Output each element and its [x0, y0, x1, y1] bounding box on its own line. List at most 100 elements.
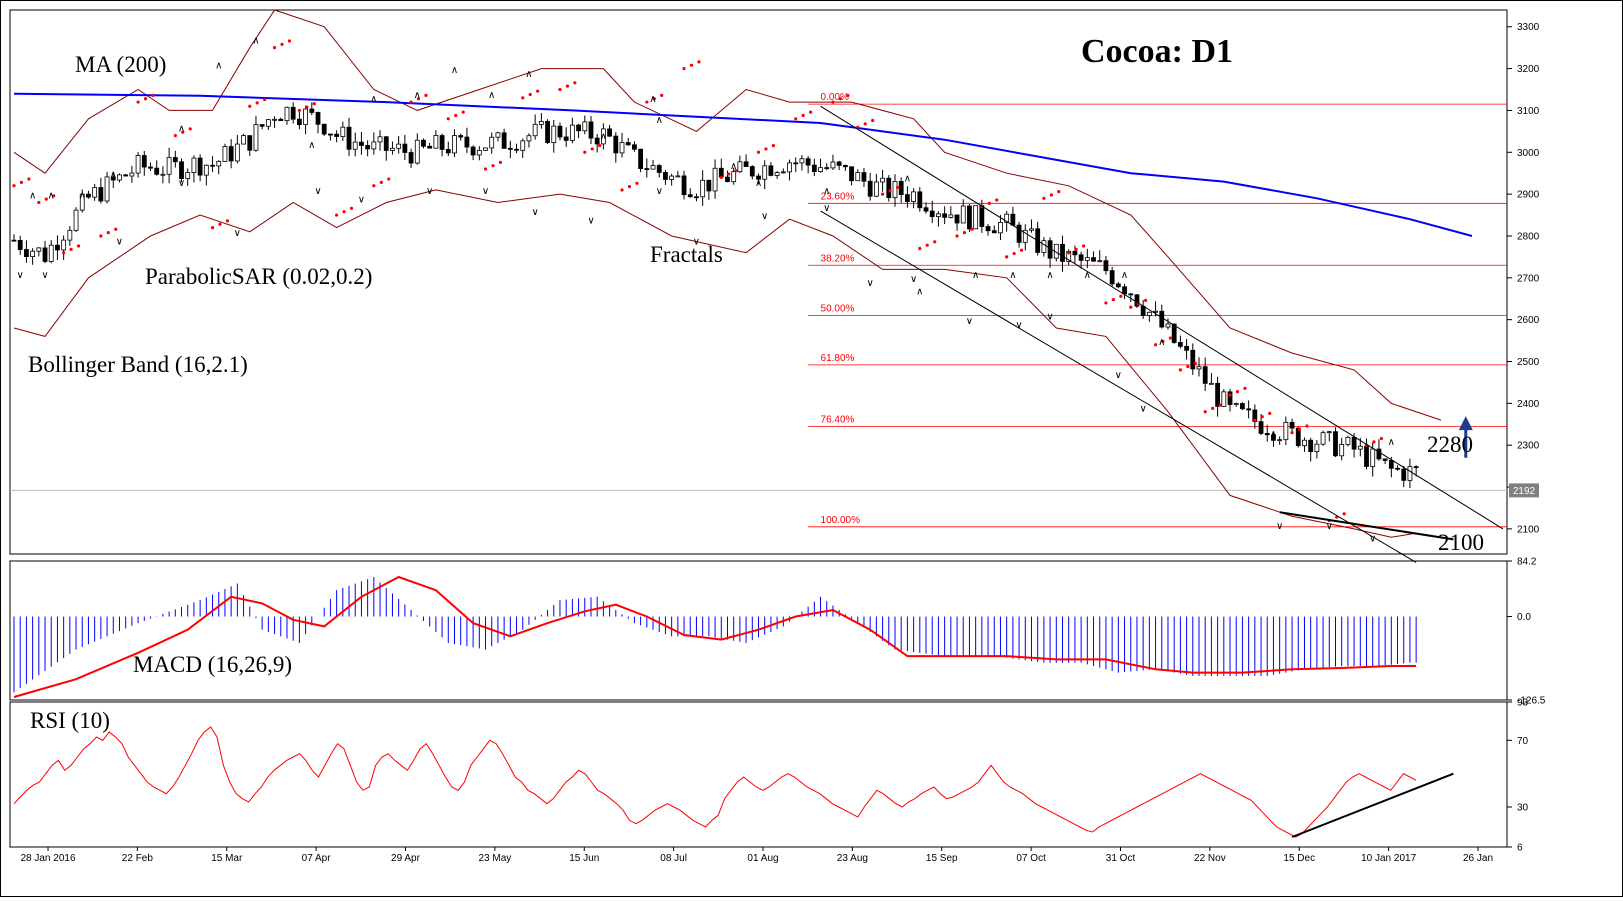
- candle-body: [1084, 257, 1090, 261]
- rsi-y-tick-label: 6: [1517, 843, 1523, 854]
- candle-body: [613, 135, 619, 154]
- candle-body: [439, 135, 445, 150]
- candle-body: [216, 161, 222, 167]
- candle-body: [117, 174, 122, 181]
- candle-body: [17, 239, 23, 250]
- candle-body: [110, 176, 116, 181]
- candle-body: [557, 125, 563, 138]
- fractal-down-mark: ∨: [587, 215, 594, 226]
- sar-dot: [372, 184, 376, 188]
- candle-body: [973, 205, 979, 230]
- sar-dot: [1203, 410, 1207, 414]
- fractal-up-mark: ∧: [488, 90, 495, 101]
- sar-dot: [416, 97, 421, 101]
- sar-dot: [225, 219, 230, 223]
- candle-body: [600, 128, 606, 145]
- sar-dot: [801, 113, 805, 118]
- sar-dot: [76, 244, 81, 248]
- candle-body: [793, 162, 799, 165]
- sar-dot: [1186, 364, 1190, 369]
- sar-dot: [136, 100, 140, 104]
- candle-body: [936, 213, 941, 218]
- candle-body: [762, 165, 768, 180]
- fractal-down-mark: ∨: [966, 316, 973, 327]
- price-y-tick-label: 2100: [1517, 524, 1540, 535]
- candle-body: [179, 161, 184, 180]
- candle-body: [352, 141, 358, 150]
- sar-dot: [248, 104, 252, 108]
- fractal-down-mark: ∨: [314, 186, 321, 197]
- candle-body: [731, 171, 737, 183]
- candle-body: [1159, 310, 1165, 328]
- sar-dot: [99, 234, 103, 238]
- candle-body: [228, 146, 234, 162]
- sar-dot: [1074, 247, 1078, 251]
- candle-body: [303, 108, 308, 125]
- sar-dot: [521, 96, 525, 100]
- sar-dot: [838, 97, 842, 101]
- candle-body: [197, 157, 203, 176]
- candle-body: [663, 172, 668, 180]
- rsi-trend-line: [1291, 772, 1454, 838]
- candle-body: [1333, 431, 1338, 457]
- sar-dot: [987, 201, 991, 205]
- sar-dot: [846, 93, 850, 97]
- candle-body: [104, 176, 110, 202]
- fractal-up-mark: ∧: [525, 69, 532, 80]
- candle-body: [278, 118, 284, 121]
- candle-body: [1209, 382, 1214, 385]
- sar-dot: [871, 118, 875, 123]
- candle-body: [377, 136, 383, 143]
- fib-label: 76.40%: [821, 414, 855, 425]
- annotation-label: 2280: [1427, 432, 1473, 457]
- sar-dot: [645, 100, 649, 104]
- x-tick-label: 07 Apr: [302, 853, 332, 864]
- candle-body: [148, 166, 153, 169]
- sar-dot: [925, 243, 929, 247]
- candle-body: [1078, 254, 1084, 261]
- candle-body: [1233, 403, 1239, 405]
- candle-body: [408, 152, 414, 164]
- candle-body: [1314, 443, 1320, 452]
- candle-body: [1277, 439, 1283, 442]
- price-y-tick-label: 2900: [1517, 190, 1540, 201]
- candle-body: [390, 147, 395, 151]
- candle-body: [154, 167, 160, 175]
- fractal-up-mark: ∧: [1046, 270, 1053, 281]
- target-arrow-head: [1458, 416, 1473, 431]
- candle-body: [960, 205, 966, 224]
- panel-frame-3: [9, 701, 1508, 848]
- candle-body: [1091, 257, 1096, 262]
- candle-body: [1097, 260, 1103, 263]
- sar-dot: [106, 231, 110, 235]
- candle-body: [36, 247, 42, 252]
- candle-body: [234, 143, 240, 162]
- sar-dot: [210, 226, 215, 230]
- sar-dot: [756, 150, 761, 154]
- candle-body: [979, 205, 985, 227]
- candle-body: [1177, 342, 1183, 347]
- candle-body: [1122, 286, 1127, 295]
- candle-body: [1004, 213, 1010, 223]
- candle-body: [687, 194, 693, 198]
- macd-y-tick-label: 84.2: [1517, 557, 1537, 568]
- fractal-up-mark: ∧: [972, 270, 979, 281]
- candle-body: [265, 119, 271, 127]
- sar-dot: [1081, 244, 1086, 248]
- candle-body: [315, 112, 321, 125]
- sar-dot: [19, 180, 24, 185]
- candle-body: [855, 172, 861, 182]
- x-tick-label: 15 Sep: [926, 853, 958, 864]
- sar-dot: [1211, 406, 1215, 410]
- candle-body: [749, 166, 755, 177]
- sar-dot: [27, 177, 31, 181]
- sar-dot: [1005, 255, 1009, 259]
- fractal-down-mark: ∨: [761, 211, 768, 222]
- price-y-tick-label: 2300: [1517, 441, 1540, 452]
- annotation-label: 2100: [1438, 530, 1484, 555]
- support-trend-line: [1279, 511, 1454, 541]
- candle-body: [1395, 467, 1400, 470]
- candle-body: [861, 172, 867, 182]
- sar-dot: [12, 184, 16, 188]
- candle-body: [619, 142, 625, 154]
